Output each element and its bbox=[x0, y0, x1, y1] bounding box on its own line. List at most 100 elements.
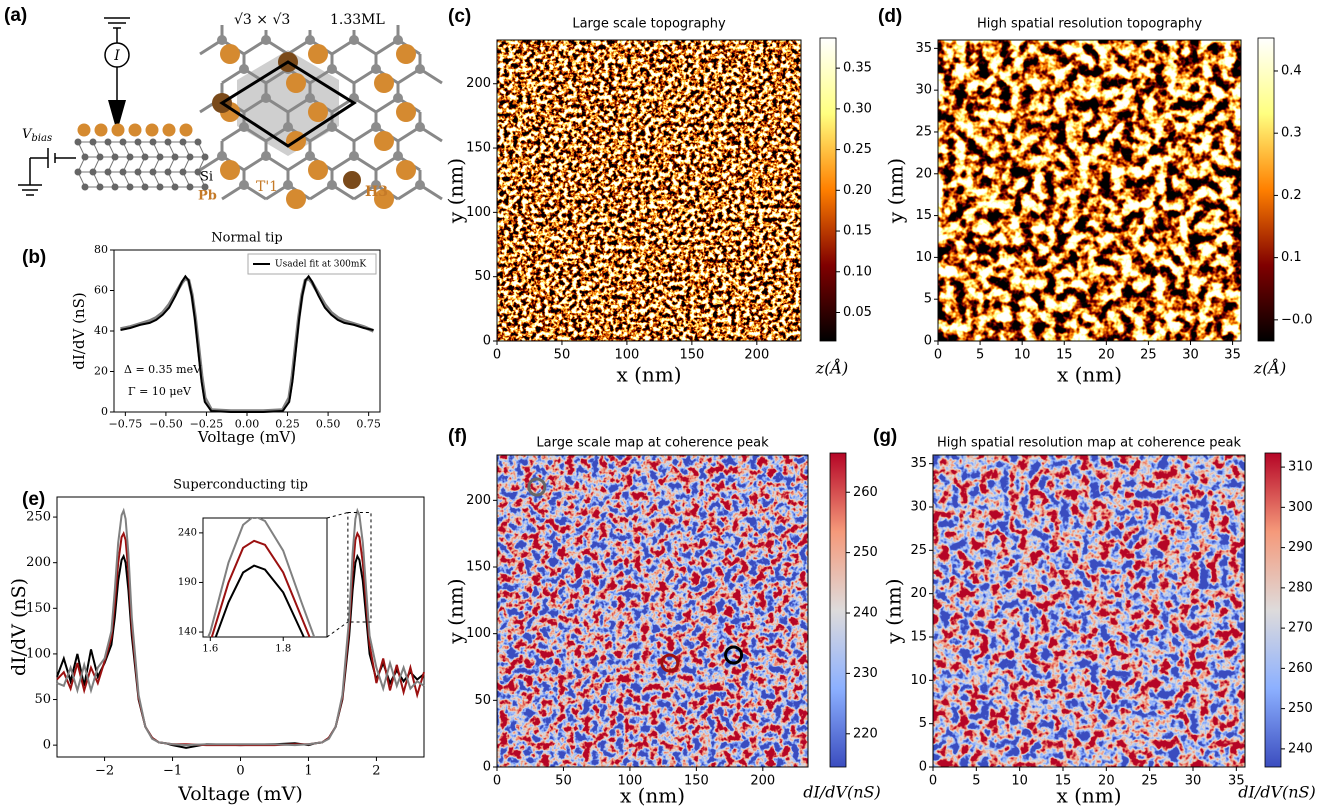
colorbar-tick-label: 240 bbox=[1288, 741, 1313, 756]
schematic: I Vbias Si Pb bbox=[18, 17, 217, 204]
chart-title: High spatial resolution map at coherence… bbox=[937, 436, 1241, 451]
si-atom bbox=[186, 153, 194, 161]
x-axis-label: x (nm) bbox=[616, 363, 681, 387]
y-tick-label: 20 bbox=[94, 365, 108, 378]
colorbar-tick-label: 270 bbox=[1288, 621, 1313, 636]
si-atom bbox=[179, 138, 187, 146]
si-atom bbox=[164, 138, 172, 146]
pb-atom bbox=[374, 131, 394, 151]
si-atom bbox=[349, 151, 359, 161]
si-atom bbox=[156, 153, 164, 161]
colorbar-tick-label: −0.0 bbox=[1281, 312, 1313, 327]
y-tick-label: 50 bbox=[34, 692, 51, 707]
pb-atom bbox=[308, 102, 328, 122]
pb-atom bbox=[286, 73, 306, 93]
y-tick-label: 250 bbox=[26, 510, 51, 525]
legend-box bbox=[247, 253, 377, 275]
si-atom bbox=[371, 122, 381, 132]
colorbar-tick-label: 0.2 bbox=[1281, 188, 1302, 203]
panel-label: (e) bbox=[22, 489, 45, 510]
colorbar-tick-label: 0.25 bbox=[843, 142, 872, 157]
colorbar-tick-label: 0.3 bbox=[1281, 126, 1302, 141]
si-atom bbox=[194, 168, 202, 176]
y-tick-label: 0 bbox=[43, 738, 51, 753]
x-tick-label: 50 bbox=[554, 347, 571, 362]
plot-frame bbox=[932, 454, 1246, 768]
si-atom bbox=[327, 180, 337, 190]
si-atom bbox=[81, 153, 89, 161]
colorbar bbox=[1257, 37, 1275, 342]
y-tick-label: 5 bbox=[924, 292, 932, 307]
colorbar-tick-label: 0.4 bbox=[1281, 63, 1302, 78]
si-atom bbox=[239, 180, 249, 190]
site-label: H3 bbox=[365, 184, 388, 200]
x-tick-label: 20 bbox=[1098, 773, 1115, 788]
heatmap-image bbox=[938, 40, 1241, 341]
si-atom bbox=[74, 138, 82, 146]
y-tick-label: 25 bbox=[910, 543, 927, 558]
y-tick-label: 35 bbox=[910, 456, 927, 471]
coverage-label: 1.33ML bbox=[330, 12, 385, 28]
colorbar-tick-label: 0.15 bbox=[843, 224, 872, 239]
si-atom bbox=[119, 138, 127, 146]
x-tick-label: 20 bbox=[1098, 347, 1115, 362]
marker-circle bbox=[527, 477, 547, 497]
y-tick-label: 240 bbox=[178, 527, 197, 538]
superstructure-label: √3 × √3 bbox=[234, 12, 290, 28]
si-atom bbox=[239, 122, 249, 132]
si-atom bbox=[371, 180, 381, 190]
x-tick-label: 0.50 bbox=[316, 418, 341, 431]
bias-symbol: V bbox=[22, 127, 33, 142]
y-tick-label: 40 bbox=[94, 324, 108, 337]
y-tick-label: 50 bbox=[474, 693, 491, 708]
y-tick-label: 200 bbox=[26, 555, 51, 570]
x-axis-label: x (nm) bbox=[620, 784, 685, 808]
colorbar-tick-label: 0.35 bbox=[843, 61, 872, 76]
y-tick-label: 0 bbox=[924, 334, 932, 349]
y-tick-label: 0 bbox=[483, 760, 491, 775]
y-tick-label: 20 bbox=[910, 586, 927, 601]
si-atom bbox=[261, 151, 271, 161]
adatom-label: Pb bbox=[198, 189, 217, 204]
colorbar bbox=[829, 452, 847, 768]
x-tick-label: 0 bbox=[493, 347, 501, 362]
marker-circle bbox=[724, 645, 744, 665]
x-tick-label: 1.8 bbox=[275, 644, 291, 655]
x-tick-label: 50 bbox=[555, 773, 572, 788]
si-atom bbox=[393, 35, 403, 45]
si-atom bbox=[96, 183, 104, 191]
colorbar-label: z(Å) bbox=[815, 358, 848, 378]
si-atom bbox=[179, 168, 187, 176]
plot-frame bbox=[496, 454, 809, 768]
pb-atom bbox=[77, 123, 91, 137]
annotation: Γ = 10 μeV bbox=[128, 385, 192, 398]
bias-label: Vbias bbox=[22, 127, 52, 144]
x-tick-label: 30 bbox=[1182, 347, 1199, 362]
colorbar-tick-label: 0.05 bbox=[843, 305, 872, 320]
x-tick-label: 35 bbox=[1228, 773, 1245, 788]
pb-atom bbox=[396, 44, 416, 64]
pb-atom bbox=[374, 189, 394, 209]
x-tick-label: 0.75 bbox=[356, 418, 381, 431]
y-tick-label: 60 bbox=[94, 284, 108, 297]
y-tick-label: 0 bbox=[101, 405, 108, 418]
chart-title: Large scale map at coherence peak bbox=[536, 436, 769, 451]
si-atom bbox=[371, 64, 381, 74]
plot-frame bbox=[113, 249, 381, 413]
zoom-connector bbox=[326, 621, 349, 638]
colorbar-tick-label: 250 bbox=[1288, 701, 1313, 716]
si-atom bbox=[126, 153, 134, 161]
bias-subscript: bias bbox=[31, 133, 52, 144]
si-atom bbox=[149, 138, 157, 146]
x-tick-label: 200 bbox=[750, 773, 775, 788]
x-tick-label: 0 bbox=[929, 773, 937, 788]
x-tick-label: 150 bbox=[679, 347, 704, 362]
y-tick-label: 10 bbox=[910, 673, 927, 688]
si-atom bbox=[327, 64, 337, 74]
label-bg bbox=[228, 8, 388, 30]
x-axis-label: x (nm) bbox=[1056, 784, 1121, 808]
colorbar bbox=[819, 37, 837, 342]
panel-label: (a) bbox=[4, 5, 27, 26]
x-tick-label: −2 bbox=[95, 763, 114, 778]
